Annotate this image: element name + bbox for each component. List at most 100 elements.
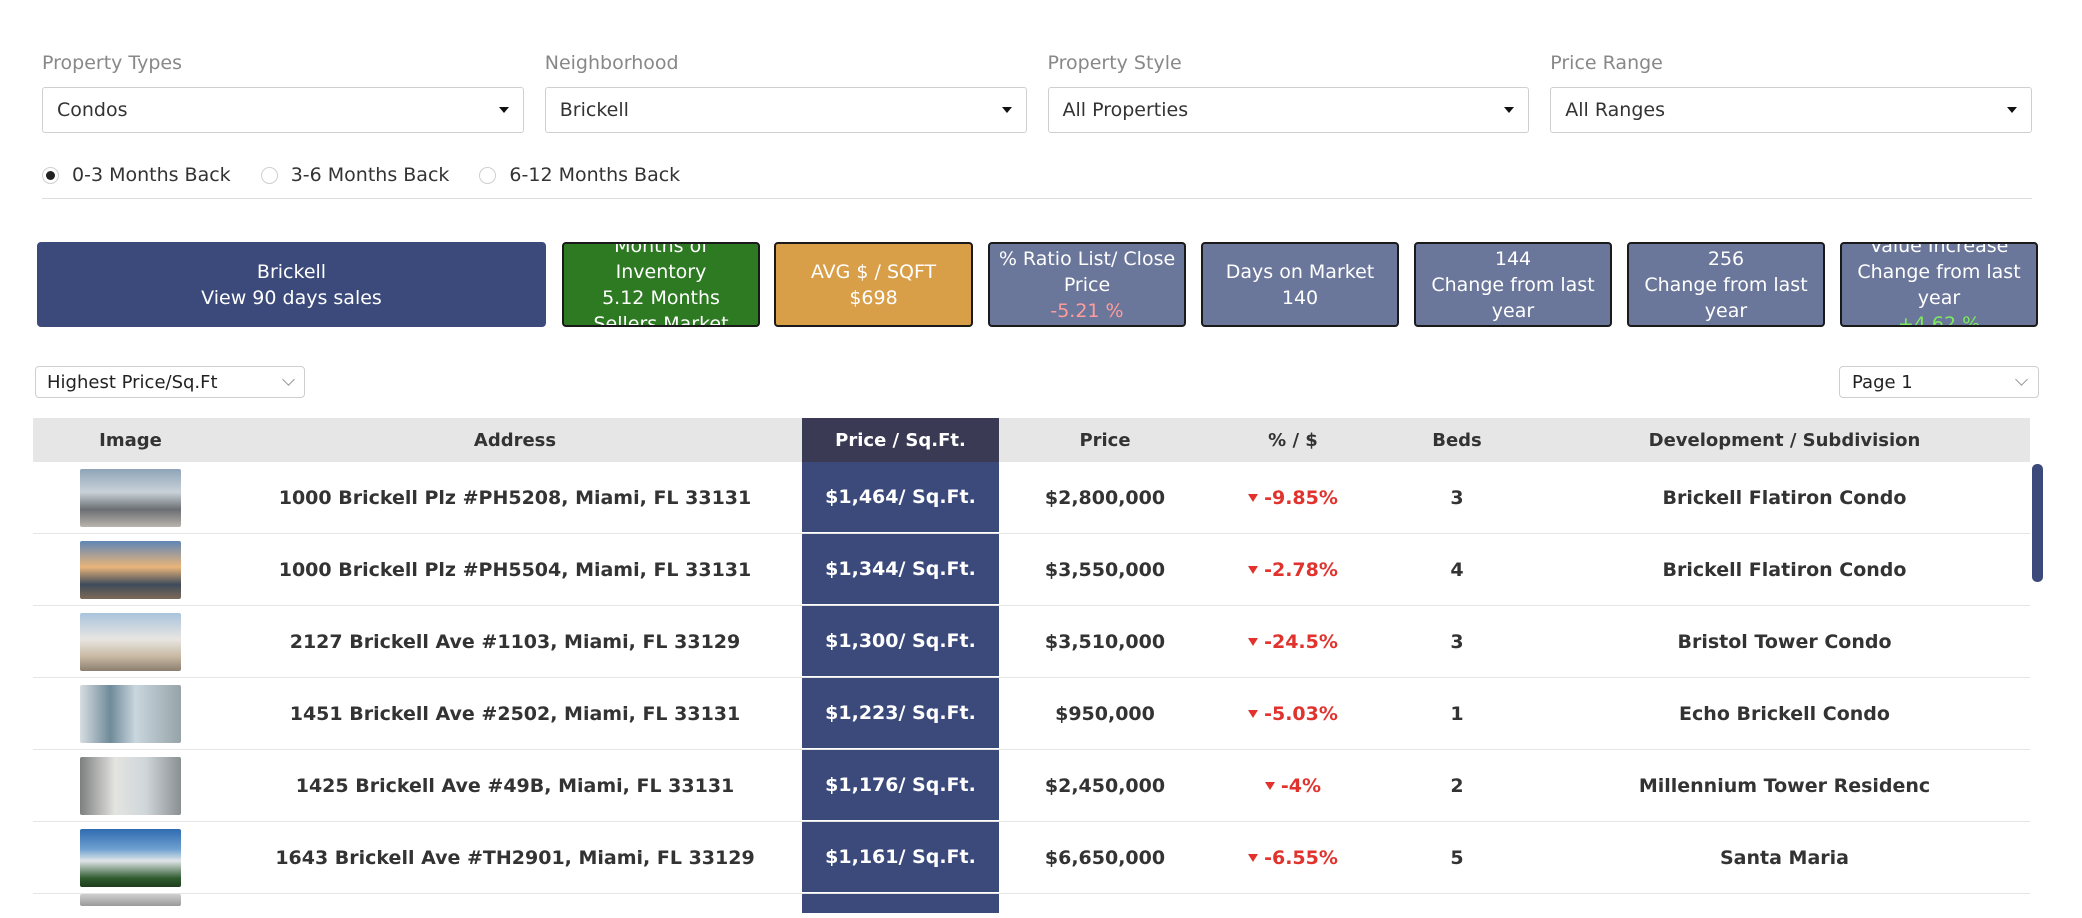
- cell-price: $6,650,000: [1044, 846, 1166, 869]
- cell-development: Brickell Flatiron Condo: [1662, 558, 1907, 581]
- caret-down-icon: [1504, 107, 1515, 113]
- listing-photo[interactable]: [80, 468, 181, 527]
- cell-price-sqft: $1,344/ Sq.Ft.: [802, 534, 999, 605]
- cell-image: [33, 894, 228, 914]
- cell-image: [33, 750, 228, 821]
- neighborhood-select[interactable]: Brickell: [544, 87, 1027, 133]
- card-line: Change from last: [1644, 273, 1808, 296]
- cell-image: [33, 462, 228, 533]
- change-card-1[interactable]: 144 Change from last year: [1414, 242, 1612, 327]
- cell-price-sqft: [802, 894, 999, 914]
- percent-change: -4%: [1264, 774, 1322, 797]
- listing-photo[interactable]: [80, 612, 181, 671]
- sort-value: Highest Price/Sq.Ft: [47, 371, 218, 393]
- percent-value: -24.5%: [1264, 630, 1338, 653]
- listing-photo[interactable]: [80, 828, 181, 887]
- cell-address[interactable]: 1425 Brickell Ave #49B, Miami, FL 33131: [295, 774, 735, 797]
- radio-button[interactable]: [260, 166, 278, 184]
- header-percent[interactable]: % / $: [1268, 429, 1318, 451]
- view-sales-card[interactable]: Brickell View 90 days sales: [37, 242, 546, 327]
- listing-photo[interactable]: [80, 756, 181, 815]
- card-value: +4.62 %: [1897, 312, 1981, 327]
- cell-beds: 3: [1450, 486, 1464, 509]
- cell-price: $950,000: [1055, 702, 1155, 725]
- radio-label: 6-12 Months Back: [509, 164, 681, 186]
- card-line: Price: [1063, 273, 1111, 296]
- header-beds[interactable]: Beds: [1432, 429, 1482, 451]
- chevron-down-icon: [282, 373, 295, 386]
- cell-beds: 2: [1450, 774, 1464, 797]
- cell-price-sqft: $1,464/ Sq.Ft.: [802, 462, 999, 533]
- radio-label: 0-3 Months Back: [72, 164, 231, 186]
- change-card-2[interactable]: 256 Change from last year: [1627, 242, 1825, 327]
- radio-0-3-months[interactable]: 0-3 Months Back: [42, 164, 231, 186]
- table-row[interactable]: 1643 Brickell Ave #TH2901, Miami, FL 331…: [33, 822, 2030, 894]
- avg-sqft-card[interactable]: AVG $ / SQFT $698: [774, 242, 973, 327]
- cell-price: $3,550,000: [1044, 558, 1166, 581]
- percent-value: -6.55%: [1264, 846, 1338, 869]
- cell-address: [228, 894, 802, 914]
- cell-development: Millennium Tower Residenc: [1638, 774, 1931, 797]
- cell-development: Echo Brickell Condo: [1679, 702, 1890, 725]
- cell-development: Brickell Flatiron Condo: [1662, 486, 1907, 509]
- sort-select[interactable]: Highest Price/Sq.Ft: [35, 366, 305, 398]
- card-line: Value Increase: [1869, 242, 2009, 257]
- select-value: All Properties: [1062, 99, 1189, 121]
- months-inventory-card[interactable]: Months of Inventory 5.12 Months Sellers …: [562, 242, 760, 327]
- cell-price: $2,800,000: [1044, 486, 1166, 509]
- cell-beds: 3: [1450, 630, 1464, 653]
- divider: [42, 198, 2032, 199]
- table-row-partial: [33, 894, 2030, 914]
- cell-development: Bristol Tower Condo: [1677, 630, 1892, 653]
- header-address[interactable]: Address: [473, 429, 557, 451]
- filter-neighborhood: Neighborhood Brickell: [544, 52, 1027, 133]
- value-increase-card[interactable]: Value Increase Change from last year +4.…: [1840, 242, 2038, 327]
- down-triangle-icon: [1248, 709, 1259, 718]
- radio-6-12-months[interactable]: 6-12 Months Back: [479, 164, 680, 186]
- cell-address[interactable]: 2127 Brickell Ave #1103, Miami, FL 33129: [289, 630, 741, 653]
- cell-percent: -4%: [1211, 750, 1375, 821]
- table-row[interactable]: 1000 Brickell Plz #PH5504, Miami, FL 331…: [33, 534, 2030, 606]
- cell-beds: 5: [1450, 846, 1464, 869]
- percent-change: -2.78%: [1248, 559, 1338, 581]
- radio-3-6-months[interactable]: 3-6 Months Back: [260, 164, 449, 186]
- cell-address[interactable]: 1451 Brickell Ave #2502, Miami, FL 33131: [289, 702, 741, 725]
- radio-button[interactable]: [479, 166, 497, 184]
- card-subtitle: View 90 days sales: [201, 286, 382, 309]
- filter-label: Neighborhood: [544, 52, 679, 74]
- table-row[interactable]: 1000 Brickell Plz #PH5208, Miami, FL 331…: [33, 462, 2030, 534]
- cell-address[interactable]: 1000 Brickell Plz #PH5208, Miami, FL 331…: [278, 486, 752, 509]
- property-types-select[interactable]: Condos: [42, 87, 524, 133]
- card-value: $698: [849, 286, 898, 309]
- listings-table: Image Address Price / Sq.Ft. Price % / $…: [33, 418, 2043, 915]
- page-select[interactable]: Page 1: [1839, 366, 2039, 398]
- header-image[interactable]: Image: [99, 429, 162, 451]
- header-price[interactable]: Price: [1079, 429, 1131, 451]
- cell-price-sqft: $1,223/ Sq.Ft.: [802, 678, 999, 749]
- days-on-market-card[interactable]: Days on Market 140: [1201, 242, 1399, 327]
- table-row[interactable]: 2127 Brickell Ave #1103, Miami, FL 33129…: [33, 606, 2030, 678]
- percent-value: -4%: [1280, 774, 1322, 797]
- header-price-sqft[interactable]: Price / Sq.Ft.: [802, 418, 999, 462]
- header-development[interactable]: Development / Subdivision: [1648, 429, 1921, 451]
- radio-button[interactable]: [42, 166, 59, 184]
- table-row[interactable]: 1425 Brickell Ave #49B, Miami, FL 33131 …: [33, 750, 2030, 822]
- cell-price: $3,510,000: [1044, 630, 1166, 653]
- ratio-list-close-card[interactable]: % Ratio List/ Close Price -5.21 %: [988, 242, 1186, 327]
- scrollbar-thumb[interactable]: [2032, 464, 2043, 582]
- listing-photo[interactable]: [80, 684, 181, 743]
- price-range-select[interactable]: All Ranges: [1550, 87, 2032, 133]
- cell-image: [33, 534, 228, 605]
- filter-bar: Property Types Condos Neighborhood Brick…: [42, 52, 2032, 133]
- percent-change: -9.85%: [1248, 487, 1338, 509]
- cell-address[interactable]: 1643 Brickell Ave #TH2901, Miami, FL 331…: [275, 846, 755, 869]
- cell-image: [33, 822, 228, 893]
- cell-percent: -2.78%: [1211, 534, 1375, 605]
- property-style-select[interactable]: All Properties: [1047, 87, 1530, 133]
- cell-price-sqft: $1,161/ Sq.Ft.: [802, 822, 999, 893]
- listing-photo[interactable]: [80, 540, 181, 599]
- table-row[interactable]: 1451 Brickell Ave #2502, Miami, FL 33131…: [33, 678, 2030, 750]
- percent-change: -6.55%: [1248, 847, 1338, 869]
- cell-address[interactable]: 1000 Brickell Plz #PH5504, Miami, FL 331…: [278, 558, 752, 581]
- cell-price: $2,450,000: [1044, 774, 1166, 797]
